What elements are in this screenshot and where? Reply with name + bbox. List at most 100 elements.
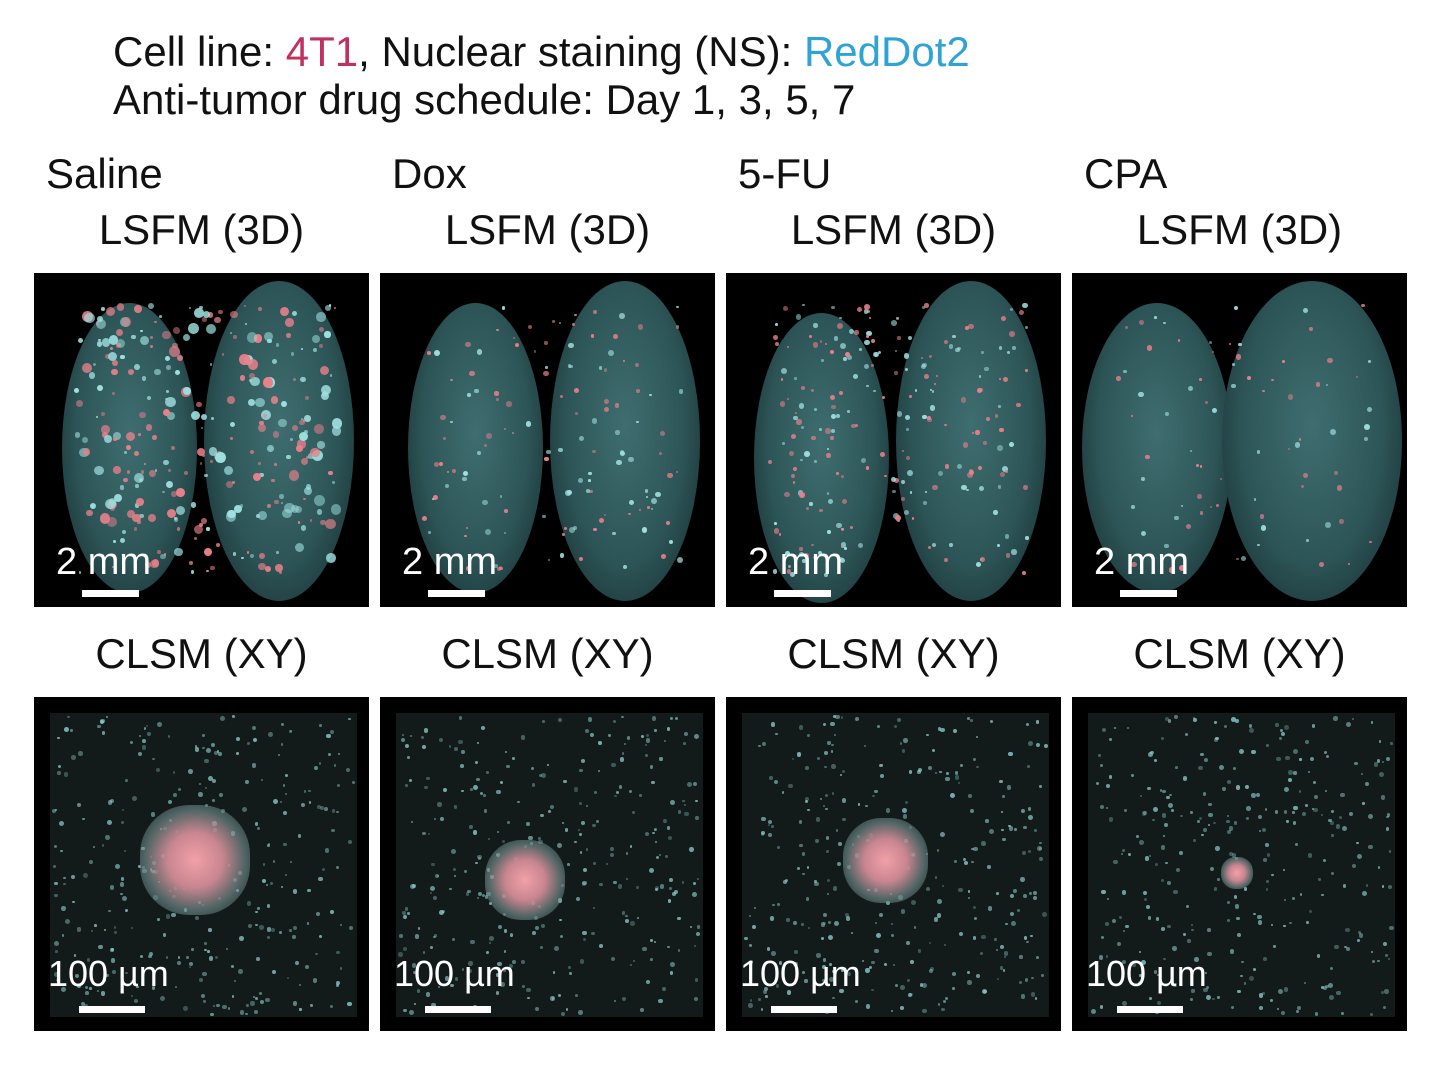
nucleus-dot (1043, 743, 1048, 749)
nucleus-dot (774, 780, 779, 785)
lsfm-scale-bar (82, 590, 139, 597)
signal-dot (116, 303, 125, 311)
signal-dot (859, 347, 863, 351)
nucleus-dot (925, 886, 930, 891)
nucleus-dot (1042, 912, 1048, 918)
nucleus-dot (129, 979, 135, 984)
nucleus-dot (535, 925, 540, 930)
nucleus-dot (414, 933, 420, 939)
nucleus-dot (1143, 890, 1148, 895)
signal-dot (1005, 553, 1011, 558)
nucleus-dot (458, 716, 463, 720)
signal-dot (231, 481, 235, 485)
nucleus-dot (405, 783, 409, 787)
nucleus-dot (630, 921, 636, 926)
nucleus-dot (664, 740, 667, 743)
signal-dot (1302, 307, 1309, 314)
nucleus-dot (273, 798, 279, 804)
nucleus-dot (152, 986, 156, 990)
signal-dot (174, 370, 180, 376)
nucleus-dot (165, 956, 168, 959)
nucleus-dot (506, 764, 510, 769)
lsfm-scale-bar (774, 590, 831, 597)
signal-dot (805, 507, 809, 510)
signal-dot (568, 342, 574, 348)
nucleus-dot (54, 971, 60, 977)
nucleus-dot (268, 732, 273, 737)
group-column-0: Saline LSFM (3D) 2 mm CLSM (XY) 100 µm (34, 0, 369, 1065)
nucleus-dot (1292, 897, 1296, 901)
nucleus-dot (145, 724, 148, 728)
nucleus-dot (579, 851, 583, 854)
nucleus-dot (1345, 946, 1350, 951)
nucleus-dot (252, 737, 257, 742)
nucleus-dot (653, 729, 657, 732)
signal-dot (317, 441, 325, 449)
nucleus-dot (541, 720, 545, 723)
nucleus-dot (989, 829, 994, 835)
signal-dot (920, 356, 923, 359)
nucleus-dot (476, 896, 480, 900)
nucleus-dot (255, 911, 258, 914)
nucleus-dot (257, 827, 260, 830)
signal-dot (928, 546, 932, 550)
nucleus-dot (1038, 857, 1043, 862)
signal-dot (325, 518, 336, 529)
nucleus-dot (650, 957, 654, 961)
nucleus-dot (1105, 921, 1110, 926)
signal-dot (469, 370, 475, 377)
signal-dot (824, 342, 827, 345)
signal-dot (1241, 556, 1247, 562)
nucleus-dot (71, 755, 76, 760)
nucleus-dot (1190, 998, 1193, 1001)
signal-dot (331, 418, 343, 429)
nucleus-dot (1153, 970, 1157, 974)
nucleus-dot (308, 789, 311, 793)
nucleus-dot (791, 757, 795, 761)
signal-dot (894, 477, 900, 483)
nucleus-dot (1192, 718, 1198, 723)
nucleus-dot (696, 925, 701, 929)
nucleus-dot (807, 808, 811, 812)
nucleus-dot (474, 760, 479, 765)
signal-dot (559, 553, 565, 558)
nucleus-dot (1299, 893, 1303, 897)
signal-dot (1326, 383, 1329, 386)
signal-dot (82, 363, 93, 374)
nucleus-dot (1032, 895, 1038, 901)
signal-dot (133, 527, 138, 531)
signal-dot (316, 312, 326, 322)
nucleus-dot (828, 963, 832, 967)
nucleus-dot (836, 829, 839, 832)
signal-dot (791, 474, 796, 479)
nucleus-dot (973, 917, 977, 921)
nucleus-dot (841, 969, 845, 973)
nucleus-dot (198, 792, 203, 797)
nucleus-dot (649, 938, 654, 943)
signal-dot (248, 372, 255, 379)
nucleus-dot (472, 830, 478, 835)
nucleus-dot (1029, 892, 1033, 895)
nucleus-dot (1214, 736, 1219, 741)
signal-dot (628, 512, 632, 516)
nucleus-dot (1159, 788, 1163, 792)
nucleus-dot (57, 736, 60, 739)
nucleus-dot (805, 797, 810, 801)
signal-dot (619, 313, 625, 319)
nucleus-dot (771, 825, 774, 828)
nucleus-dot (294, 961, 299, 966)
nucleus-dot (53, 865, 57, 869)
nucleus-dot (331, 809, 336, 813)
signal-dot (1215, 503, 1220, 508)
signal-dot (426, 350, 431, 355)
signal-dot (1010, 308, 1014, 312)
nucleus-dot (1022, 893, 1027, 898)
signal-dot (533, 350, 537, 354)
signal-dot (168, 468, 172, 472)
signal-dot (781, 441, 786, 445)
signal-dot (569, 527, 576, 534)
nucleus-dot (1002, 837, 1006, 842)
nucleus-dot (1161, 813, 1167, 818)
nucleus-dot (495, 991, 500, 995)
signal-dot (1173, 515, 1179, 521)
